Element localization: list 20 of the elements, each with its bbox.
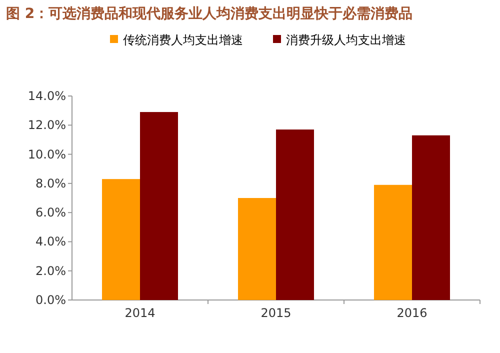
- y-tick-label: 2.0%: [36, 264, 66, 278]
- x-tick-label: 2014: [124, 306, 156, 320]
- y-tick-label: 10.0%: [28, 147, 66, 162]
- y-tick-label: 4.0%: [36, 234, 66, 249]
- bar: [102, 179, 140, 300]
- y-tick-label: 6.0%: [36, 206, 66, 220]
- bar: [412, 135, 450, 300]
- bar: [276, 130, 314, 300]
- chart-title: 图 2：可选消费品和现代服务业人均消费支出明显快于必需消费品: [6, 5, 413, 22]
- bar: [140, 112, 178, 300]
- legend-label: 消费升级人均支出增速: [286, 33, 406, 47]
- legend-label: 传统消费人均支出增速: [123, 33, 243, 47]
- bar: [238, 198, 276, 300]
- y-tick-label: 8.0%: [36, 176, 66, 190]
- y-tick-label: 0.0%: [36, 293, 66, 307]
- y-tick-label: 14.0%: [28, 89, 66, 103]
- x-tick-label: 2015: [260, 306, 292, 320]
- x-tick-label: 2016: [396, 306, 428, 320]
- bar: [374, 184, 412, 300]
- y-tick-label: 12.0%: [28, 118, 66, 132]
